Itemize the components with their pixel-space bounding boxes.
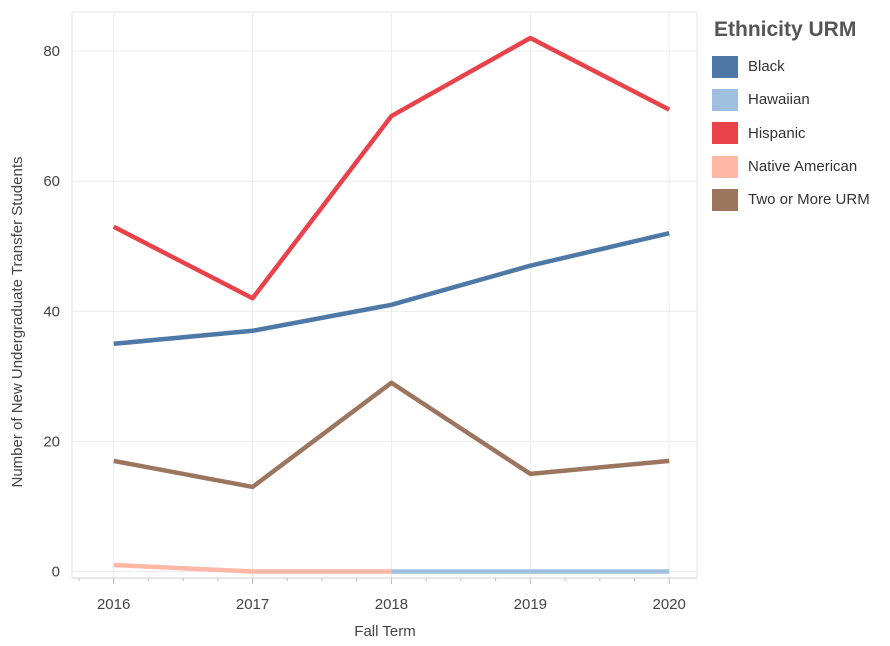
x-axis-label: Fall Term (354, 623, 415, 640)
y-tick-label: 20 (43, 433, 60, 450)
legend: Ethnicity URM Black Hawaiian Hispanic Nativ… (712, 18, 888, 216)
legend-swatch (712, 155, 738, 178)
x-tick-label: 2019 (514, 596, 547, 613)
legend-label: Hispanic (748, 124, 806, 142)
x-tick-label: 2018 (375, 596, 408, 613)
legend-swatch (712, 55, 738, 78)
legend-label: Native American (748, 158, 858, 176)
y-tick-label: 0 (52, 563, 60, 580)
series-lines (112, 35, 671, 574)
series-line-two-or-more-urm (113, 380, 670, 490)
legend-swatch (712, 122, 738, 145)
x-tick-label: 2016 (97, 596, 130, 613)
legend-item: Two or More URM (712, 183, 888, 216)
legend-items: Black Hawaiian Hispanic Native American Two … (712, 50, 888, 216)
legend-item: Hispanic (712, 117, 888, 150)
legend-title: Ethnicity URM (714, 18, 857, 41)
y-tick-label: 40 (43, 303, 60, 320)
axes: 2016 2017 2018 2019 2020 0 20 40 60 80 (43, 43, 697, 613)
legend-item: Black (712, 50, 888, 83)
x-tick-label: 2020 (653, 596, 686, 613)
legend-label: Hawaiian (748, 91, 810, 109)
y-tick-label: 80 (43, 43, 60, 60)
x-tick-label: 2017 (236, 596, 269, 613)
plot-frame (71, 11, 698, 579)
y-tick-label: 60 (43, 173, 60, 190)
series-line-native-american (113, 562, 392, 574)
legend-label: Two or More URM (748, 191, 870, 209)
series-line-hispanic (112, 35, 671, 301)
legend-item: Native American (712, 150, 888, 183)
legend-item: Hawaiian (712, 83, 888, 116)
y-axis-label: Number of New Undergraduate Transfer Stu… (9, 156, 26, 487)
legend-swatch (712, 88, 738, 111)
gridlines (71, 11, 698, 579)
legend-label: Black (748, 58, 785, 76)
legend-swatch (712, 188, 738, 211)
series-line-black (113, 231, 670, 347)
